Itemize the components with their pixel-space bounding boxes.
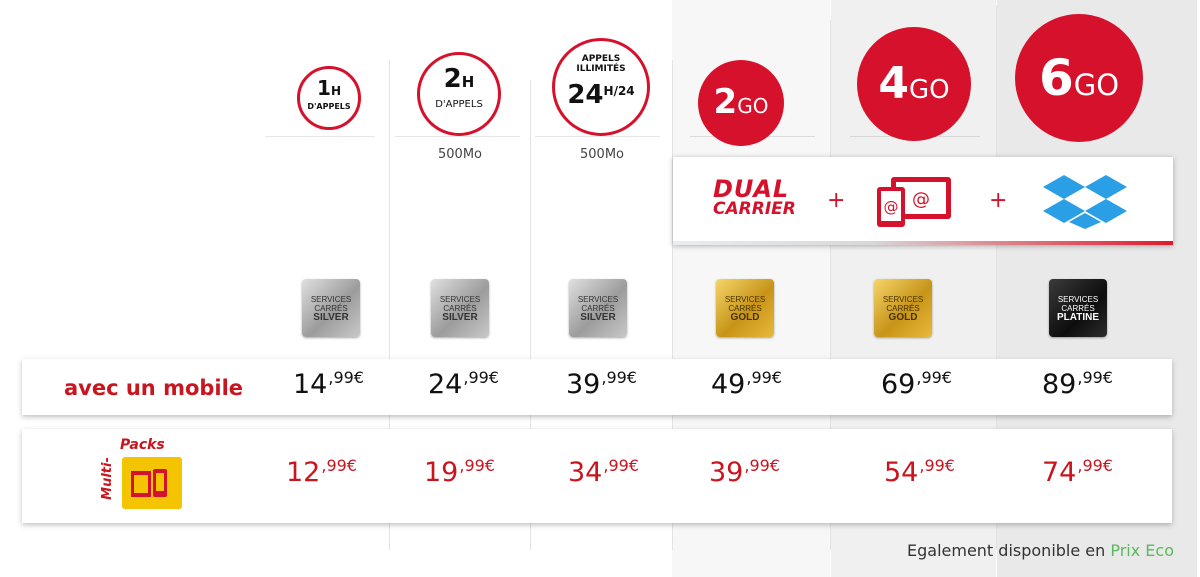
plan-6go-amount: 6 <box>1038 49 1074 107</box>
price-multipacks-4go[interactable]: 54,99€ <box>884 456 955 488</box>
mobile-price-row: avec un mobile <box>22 359 1172 415</box>
plus-sign: + <box>989 188 1008 213</box>
column-header-underline <box>265 136 375 137</box>
multi-packs-box-icon <box>122 457 182 509</box>
plan-1h-unit: H <box>330 84 341 98</box>
dual-carrier-line2: CARRIER <box>713 199 796 219</box>
plan-2h-circle[interactable]: 2H D'APPELS <box>417 52 501 136</box>
price-multipacks-1h[interactable]: 12,99€ <box>286 456 357 488</box>
plus-sign: + <box>827 188 846 213</box>
column-divider <box>389 60 390 550</box>
dual-carrier-line1: DUAL <box>713 175 790 203</box>
services-carres-gold-badge: SERVICES CARRÉS GOLD <box>874 279 932 337</box>
plan-illimites-unit: H/24 <box>603 84 635 98</box>
price-mobile-6go[interactable]: 89,99€ <box>1042 368 1113 400</box>
services-carres-silver-badge: SERVICES CARRÉS SILVER <box>431 279 489 337</box>
services-carres-platine-badge: SERVICES CARRÉS PLATINE <box>1049 279 1107 337</box>
svg-text:@: @ <box>884 198 899 216</box>
column-header-underline <box>395 136 520 137</box>
plan-4go-circle[interactable]: 4GO <box>857 27 971 141</box>
dual-carrier-logo: DUAL CARRIER <box>713 175 796 219</box>
footer-text: Egalement disponible en <box>907 541 1111 560</box>
plan-6go-circle[interactable]: 6GO <box>1015 14 1143 142</box>
multi-packs-text-multi: Multi- <box>99 457 115 500</box>
plan-4go-unit: GO <box>909 75 950 105</box>
price-multipacks-illimites[interactable]: 34,99€ <box>568 456 639 488</box>
column-header-underline <box>535 136 660 137</box>
plan-illimites-amount: 24 <box>567 80 604 110</box>
multi-packs-logo: Multi- Packs <box>98 437 208 517</box>
plan-illimites-top2: ILLIMITÉS <box>576 64 626 74</box>
plan-1h-circle[interactable]: 1H D'APPELS <box>297 66 361 130</box>
column-divider <box>530 80 531 550</box>
price-mobile-4go[interactable]: 69,99€ <box>881 368 952 400</box>
services-carres-silver-badge: SERVICES CARRÉS SILVER <box>569 279 627 337</box>
plan-illimites-top1: APPELS <box>581 54 621 64</box>
svg-text:@: @ <box>912 189 930 210</box>
price-mobile-illimites[interactable]: 39,99€ <box>566 368 637 400</box>
plan-2h-caption: D'APPELS <box>435 99 483 110</box>
plan-1h-caption: D'APPELS <box>307 102 351 111</box>
price-mobile-1h[interactable]: 14,99€ <box>293 368 364 400</box>
services-carres-gold-badge: SERVICES CARRÉS GOLD <box>716 279 774 337</box>
plan-4go-amount: 4 <box>878 58 909 109</box>
plan-2h-amount: 2 <box>443 64 462 94</box>
price-mobile-2go[interactable]: 49,99€ <box>711 368 782 400</box>
multi-packs-text-packs: Packs <box>120 437 165 453</box>
price-mobile-2h[interactable]: 24,99€ <box>428 368 499 400</box>
price-multipacks-2go[interactable]: 39,99€ <box>709 456 780 488</box>
plan-6go-unit: GO <box>1073 68 1120 102</box>
footer-note: Egalement disponible en Prix Eco <box>907 541 1174 560</box>
price-multipacks-2h[interactable]: 19,99€ <box>424 456 495 488</box>
plan-2go-circle[interactable]: 2GO <box>698 60 784 146</box>
plan-1h-amount: 1 <box>317 76 331 100</box>
column-divider <box>996 5 997 550</box>
column-divider <box>830 20 831 550</box>
mobile-row-label: avec un mobile <box>64 376 244 400</box>
plan-2h-unit: H <box>461 73 475 91</box>
plan-illimites-data: 500Mo <box>580 147 624 162</box>
prix-eco-link[interactable]: Prix Eco <box>1110 541 1174 560</box>
multipacks-price-row: Multi- Packs <box>22 429 1172 523</box>
plan-illimites-circle[interactable]: APPELS ILLIMITÉS 24H/24 <box>552 38 650 136</box>
price-multipacks-6go[interactable]: 74,99€ <box>1042 456 1113 488</box>
multi-device-icon: @ @ <box>877 175 953 233</box>
plan-2go-amount: 2 <box>713 82 738 122</box>
services-carres-silver-badge: SERVICES CARRÉS SILVER <box>302 279 360 337</box>
plan-2h-data: 500Mo <box>438 147 482 162</box>
column-divider <box>672 60 673 550</box>
dropbox-icon <box>1043 173 1127 233</box>
features-banner: DUAL CARRIER + @ @ + <box>673 157 1173 245</box>
plan-2go-unit: GO <box>737 94 769 118</box>
banner-accent-line <box>673 241 1173 245</box>
